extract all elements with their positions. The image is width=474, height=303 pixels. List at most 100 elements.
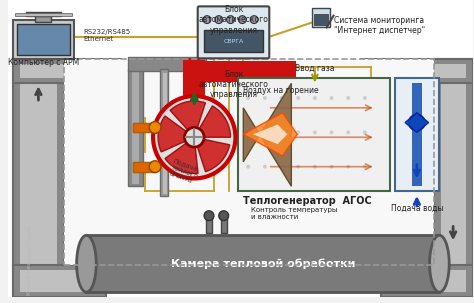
Circle shape [153,96,236,178]
Bar [13,20,73,59]
Bar [435,59,473,297]
Wedge shape [194,137,230,172]
Text: Ввод газа: Ввод газа [295,64,335,73]
Bar [17,24,70,55]
Circle shape [203,16,211,24]
Bar [13,265,106,297]
Circle shape [263,165,267,169]
Bar [238,78,391,191]
Circle shape [280,96,283,100]
Circle shape [296,165,300,169]
Ellipse shape [77,235,96,292]
Circle shape [346,130,350,134]
Circle shape [329,96,334,100]
Bar [134,162,155,171]
Bar [274,93,296,171]
Bar [221,214,227,233]
Bar [274,150,309,171]
Circle shape [313,130,317,134]
Bar [131,71,139,184]
Circle shape [329,165,334,169]
Circle shape [215,16,223,24]
Bar [26,12,61,16]
Circle shape [296,130,300,134]
Bar [64,59,435,265]
Polygon shape [253,125,287,144]
Circle shape [246,130,250,134]
Bar [441,64,466,292]
Polygon shape [405,113,428,132]
Bar [395,78,439,191]
Circle shape [246,96,250,100]
Circle shape [184,128,204,147]
Circle shape [219,211,228,221]
Bar [368,64,466,78]
Ellipse shape [429,235,449,292]
Bar [381,265,473,297]
Wedge shape [165,137,198,174]
Circle shape [246,165,250,169]
Circle shape [363,165,367,169]
Text: Блок
автоматического
управления: Блок автоматического управления [199,5,268,35]
Circle shape [227,16,235,24]
Text: Подача
теплого
агента: Подача теплого агента [168,157,201,186]
Wedge shape [158,116,194,152]
Circle shape [280,165,283,169]
Wedge shape [194,106,230,137]
Polygon shape [243,113,297,156]
Bar [128,57,206,71]
Circle shape [296,96,300,100]
Bar [134,122,155,132]
Bar [20,270,98,292]
Bar [128,69,143,186]
Circle shape [346,96,350,100]
Bar [361,59,473,83]
Circle shape [149,122,161,133]
Bar [15,13,72,16]
Circle shape [149,161,161,172]
Text: Система мониторинга
"Интернет диспетчер": Система мониторинга "Интернет диспетчер" [334,16,425,35]
Bar [204,30,263,52]
Bar [387,270,466,292]
Text: Теплогенератор  АГОС: Теплогенератор АГОС [243,196,372,206]
Circle shape [238,16,246,24]
Bar [86,235,439,292]
Bar [412,83,422,186]
Bar [314,14,328,25]
FancyBboxPatch shape [198,6,269,58]
Circle shape [363,130,367,134]
Circle shape [329,130,334,134]
Bar [312,8,329,28]
Circle shape [313,165,317,169]
Text: Камера тепловой обработки: Камера тепловой обработки [171,258,355,269]
Bar [160,69,168,196]
Circle shape [280,130,283,134]
Circle shape [313,96,317,100]
Circle shape [204,211,214,221]
Circle shape [263,130,267,134]
Bar [13,59,121,83]
Bar [206,214,212,233]
Text: RS232/RS485
Ethernet: RS232/RS485 Ethernet [83,29,131,42]
Bar [183,58,205,99]
Text: Подача воды: Подача воды [391,204,443,213]
Circle shape [250,16,258,24]
Wedge shape [170,101,205,137]
Circle shape [263,96,267,100]
Bar [64,59,435,265]
Circle shape [363,96,367,100]
Text: Блок
автоматического
управления: Блок автоматического управления [199,70,268,99]
Bar [183,61,296,82]
Bar [20,64,113,78]
Text: Контроль температуры
и влажности: Контроль температуры и влажности [251,207,337,220]
Circle shape [409,115,425,130]
Bar [13,59,64,297]
Text: Воздух на горение: Воздух на горение [243,86,319,95]
Bar [134,162,155,171]
Text: Канал рециркуляции: Канал рециркуляции [27,225,32,295]
Bar [134,122,155,132]
Bar [163,72,167,194]
Polygon shape [243,83,292,186]
Text: Компьютер с АРМ: Компьютер с АРМ [8,58,79,67]
Bar [36,16,51,22]
